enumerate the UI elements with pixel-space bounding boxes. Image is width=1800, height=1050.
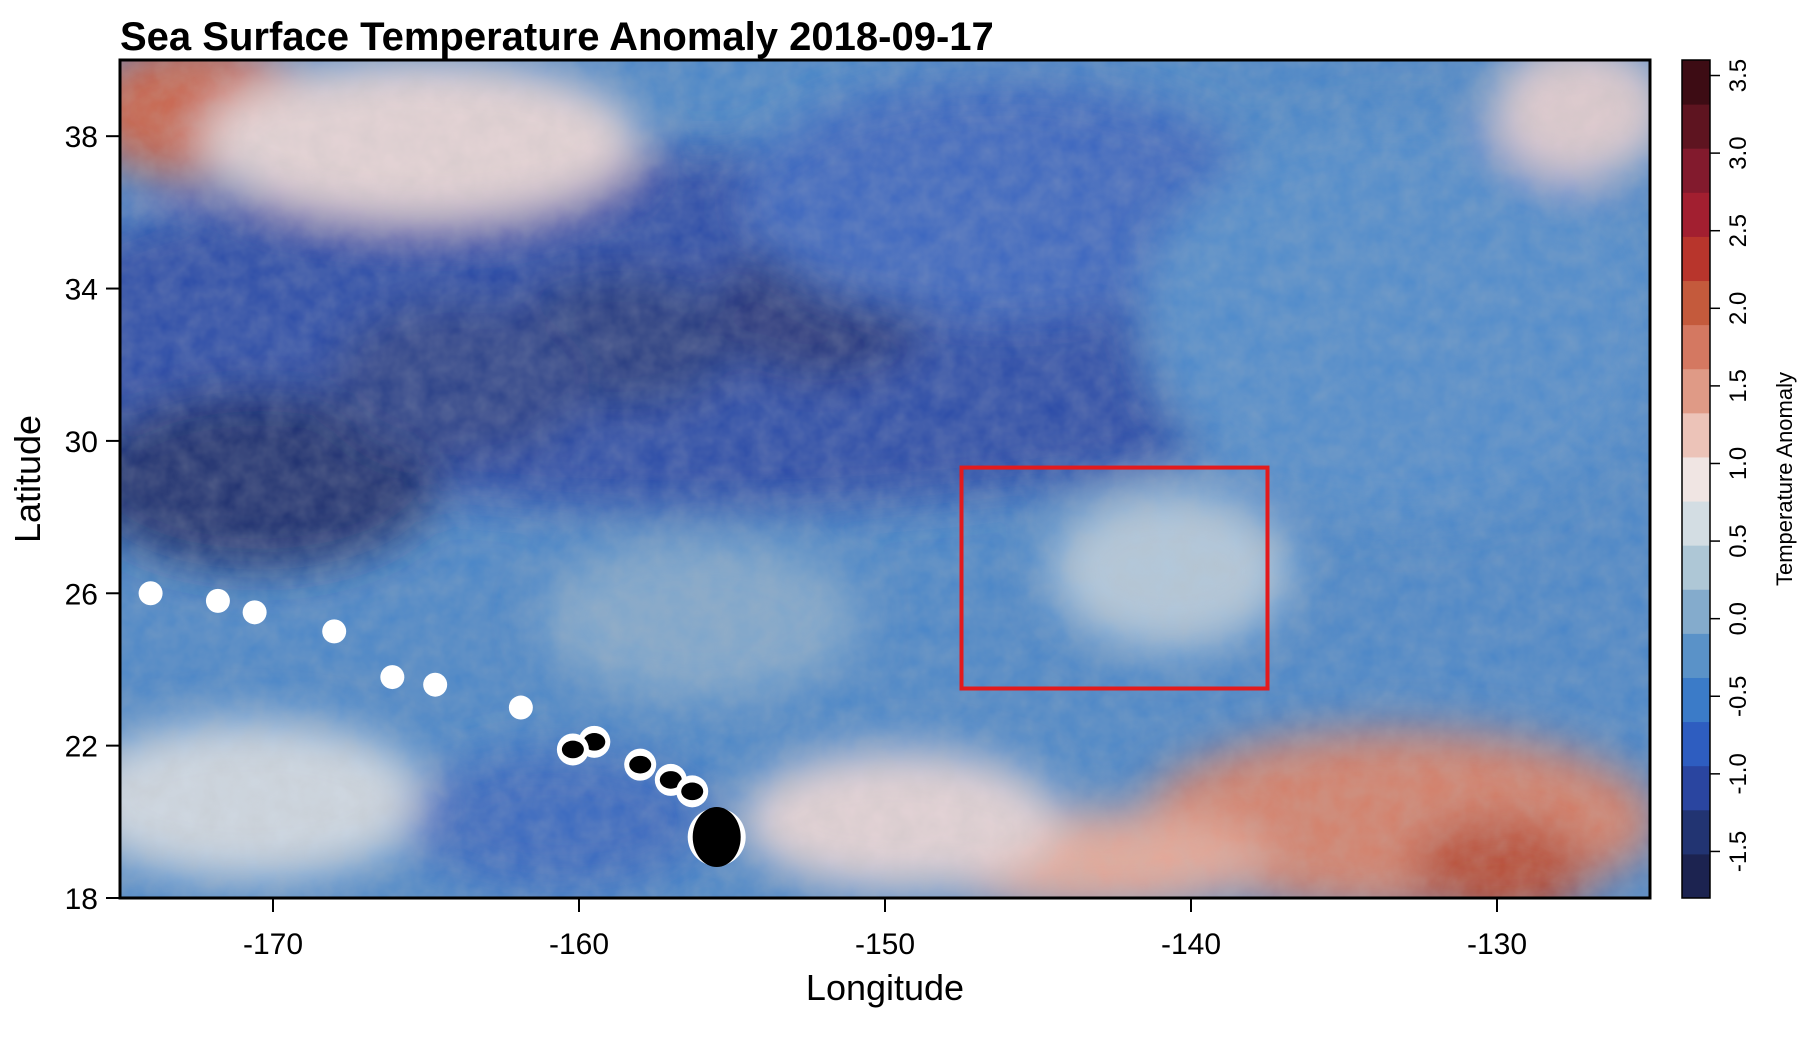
island — [659, 771, 682, 789]
chart-title: Sea Surface Temperature Anomaly 2018-09-… — [120, 15, 994, 59]
colorbar-segment — [1682, 721, 1710, 767]
colorbar-segment — [1682, 501, 1710, 546]
x-axis: -170 -160 -150 -140 -130 — [243, 898, 1527, 961]
y-tick-label: 22 — [65, 731, 98, 764]
colorbar-segment — [1682, 280, 1710, 326]
island — [214, 597, 222, 605]
island — [692, 807, 741, 868]
colorbar-segment — [1682, 677, 1710, 723]
x-tick-label: -140 — [1161, 928, 1221, 961]
colorbar-segment — [1682, 545, 1710, 590]
y-tick-label: 30 — [65, 426, 98, 459]
colorbar-segment — [1682, 236, 1710, 282]
x-tick-label: -160 — [549, 928, 609, 961]
y-axis: 18 22 26 30 34 38 — [65, 121, 120, 916]
island — [331, 628, 338, 635]
colorbar: -1.5 -1.0 -0.5 0.0 0.5 1.0 1.5 2.0 2.5 3.0 3.5 — [1681, 59, 1752, 899]
colorbar-tick-label: 2.5 — [1725, 214, 1752, 247]
colorbar-segment — [1682, 60, 1710, 105]
colorbar-tick-label: -1.0 — [1725, 753, 1752, 794]
colorbar-segment — [1682, 192, 1710, 237]
y-tick-label: 18 — [65, 883, 98, 916]
colorbar-segment — [1682, 589, 1710, 634]
colorbar-tick-label: 1.5 — [1725, 369, 1752, 402]
island — [629, 755, 652, 774]
y-axis-label: Latitude — [7, 415, 48, 543]
colorbar-segment — [1682, 412, 1710, 458]
island — [681, 782, 704, 801]
colorbar-segment — [1682, 765, 1710, 811]
x-axis-label: Longitude — [806, 967, 964, 1008]
island — [583, 733, 606, 751]
y-tick-label: 34 — [65, 274, 98, 307]
x-tick-label: -170 — [243, 928, 303, 961]
x-tick-label: -130 — [1467, 928, 1527, 961]
island — [147, 590, 154, 597]
colorbar-tick-label: 0.5 — [1725, 524, 1752, 557]
colorbar-segment — [1682, 104, 1710, 149]
anomaly-field — [120, 60, 1650, 898]
island — [561, 740, 584, 759]
colorbar-tick-label: 2.0 — [1725, 292, 1752, 325]
island — [432, 681, 439, 688]
island — [517, 704, 525, 711]
x-tick-label: -150 — [855, 928, 915, 961]
island — [389, 673, 396, 681]
colorbar-frame — [1681, 59, 1711, 899]
y-tick-label: 38 — [65, 121, 98, 154]
colorbar-label: Temperature Anomaly — [1772, 372, 1797, 586]
colorbar-tick-label: 1.0 — [1725, 447, 1752, 480]
colorbar-segment — [1682, 368, 1710, 414]
island — [251, 609, 258, 616]
colorbar-segment — [1682, 809, 1710, 855]
colorbar-segment — [1682, 853, 1710, 899]
colorbar-tick-label: 0.0 — [1725, 602, 1752, 635]
colorbar-segment — [1682, 633, 1710, 678]
colorbar-segment — [1682, 456, 1710, 502]
colorbar-tick-label: -0.5 — [1725, 676, 1752, 717]
colorbar-tick-label: 3.5 — [1725, 59, 1752, 92]
colorbar-segment — [1682, 324, 1710, 370]
colorbar-tick-label: 3.0 — [1725, 136, 1752, 169]
colorbar-segment — [1682, 148, 1710, 193]
y-tick-label: 26 — [65, 578, 98, 611]
colorbar-tick-label: -1.5 — [1725, 831, 1752, 872]
highlight-box — [959, 465, 1270, 691]
